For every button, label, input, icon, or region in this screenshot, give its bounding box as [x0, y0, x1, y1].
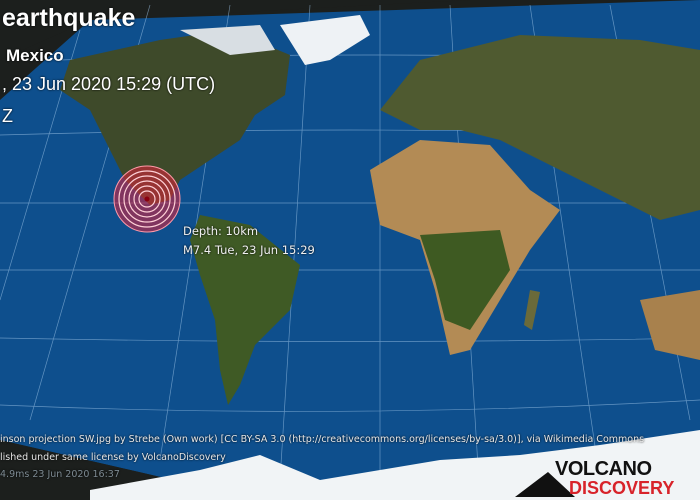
logo-line-2: DISCOVERY — [569, 478, 675, 498]
timezone: Z — [2, 106, 13, 126]
north-america — [60, 30, 290, 205]
event-datetime: , 23 Jun 2020 15:29 (UTC) — [2, 74, 216, 94]
region-name: Mexico — [6, 46, 64, 65]
map-title: earthquake — [2, 4, 136, 32]
credit-line-2: lished under same license by VolcanoDisc… — [0, 452, 226, 463]
credit-line-3: 4.9ms 23 Jun 2020 16:37 — [0, 469, 120, 480]
australia — [640, 290, 700, 360]
canadian-arctic — [180, 25, 275, 55]
dark-corner — [0, 0, 470, 60]
greenland — [280, 15, 370, 65]
madagascar — [524, 290, 540, 330]
epicenter-marker[interactable] — [113, 165, 181, 233]
depth-label: Depth: 10km — [183, 224, 259, 238]
south-america — [190, 215, 300, 405]
eurasia — [380, 35, 700, 220]
central-africa — [420, 230, 510, 330]
logo-line-1: VOLCANO — [555, 458, 652, 480]
volcanodiscovery-logo: VOLCANO DISCOVERY — [533, 458, 674, 498]
credit-line-1: inson projection SW.jpg by Strebe (Own w… — [0, 434, 645, 445]
magnitude-label: M7.4 Tue, 23 Jun 15:29 — [183, 243, 315, 257]
volcano-logo-icon — [515, 472, 575, 497]
